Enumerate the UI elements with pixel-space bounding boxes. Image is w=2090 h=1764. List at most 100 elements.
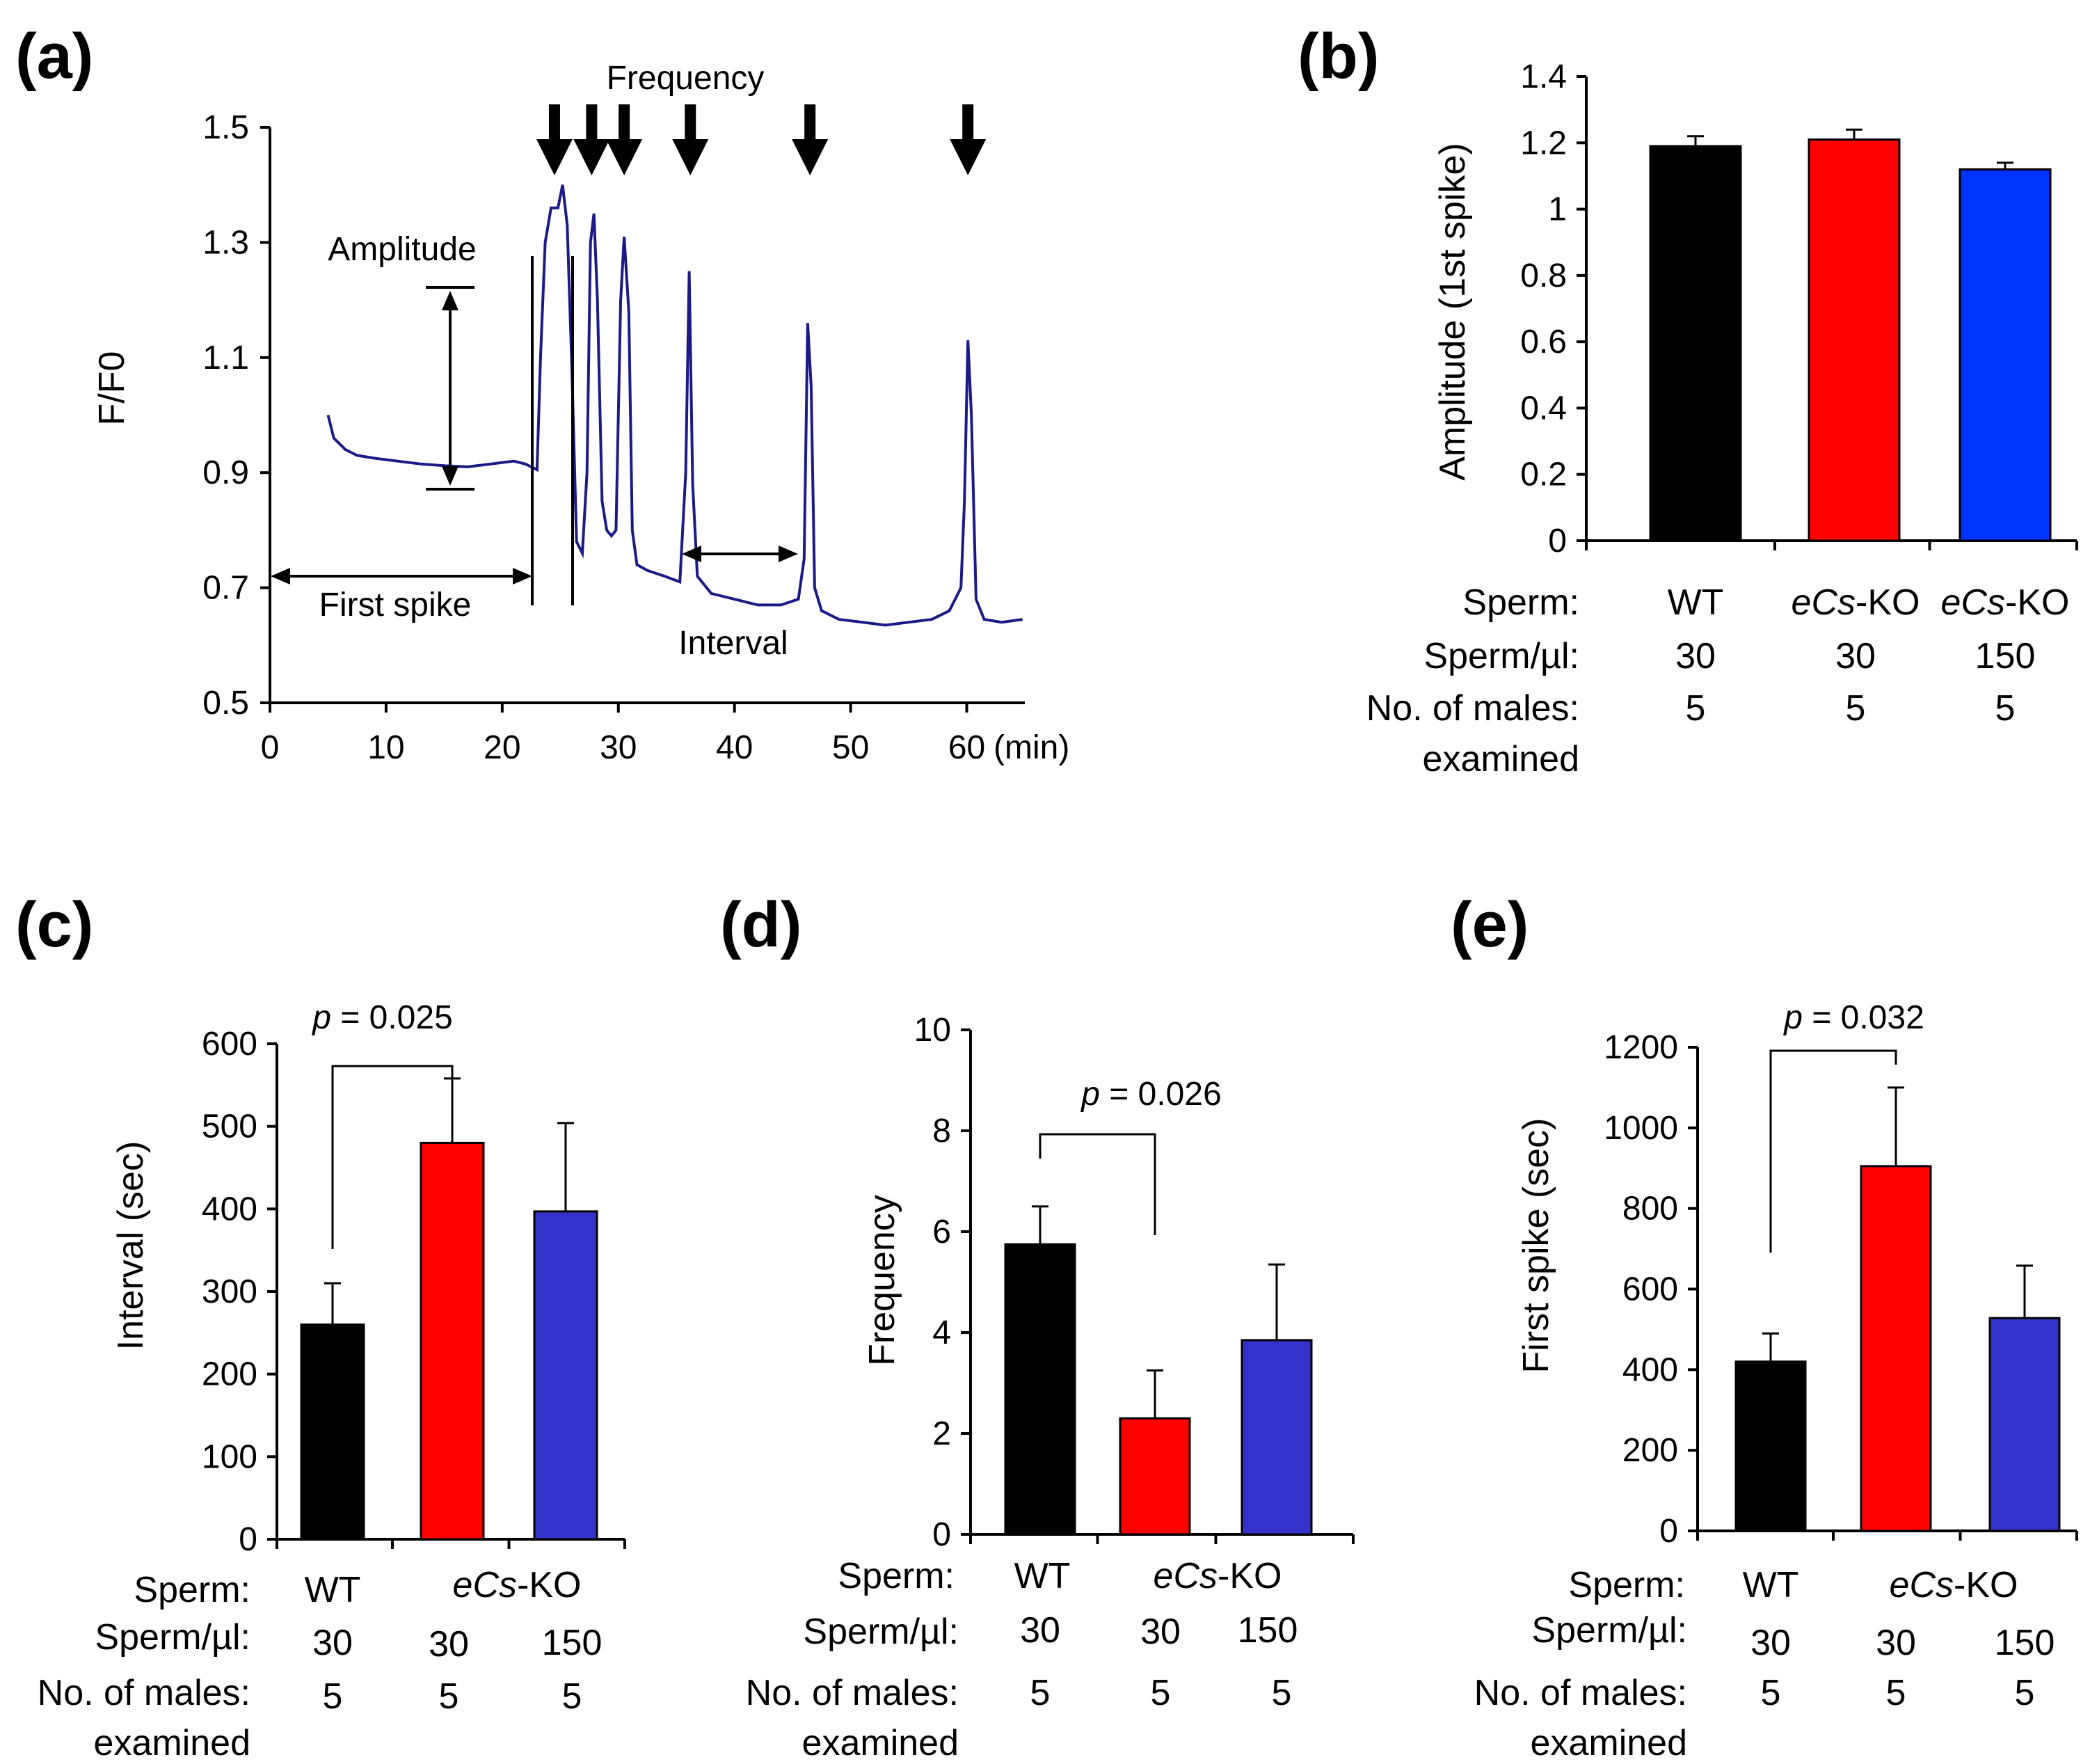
panel-c-density-1: 30: [312, 1623, 353, 1663]
d-y-tick-label: 10: [914, 1012, 951, 1049]
panel-b-males-3: 5: [1995, 688, 2016, 729]
panel-d-genotype-wt: WT: [1014, 1556, 1071, 1596]
panel-c-males-2: 5: [439, 1676, 459, 1717]
panel-e-bar-chart: (e) First spike (sec) 0 200 400 600 800 1000 1…: [1451, 889, 2078, 1763]
panel-a-x-tick-label: 30: [600, 729, 637, 766]
e-y-tick-label: 1000: [1604, 1110, 1678, 1147]
panel-e-row-males-label: No. of males:: [1474, 1673, 1687, 1713]
b-y-tick-label: 0: [1548, 523, 1567, 559]
panel-d-density-3: 150: [1238, 1610, 1298, 1651]
frequency-arrow-shaft: [804, 104, 816, 143]
b-bar-2: [1808, 138, 1901, 542]
panel-a-y-tick-label: 0.7: [202, 570, 249, 607]
panel-c-genotype-wt: WT: [305, 1570, 361, 1610]
c-y-tick-label: 200: [202, 1356, 257, 1393]
panel-e-y-axis-title: First spike (sec): [1516, 1118, 1556, 1374]
panel-d-density-1: 30: [1020, 1610, 1060, 1651]
panel-a-y-tick-label: 1.3: [202, 224, 249, 261]
panel-a-x-tick-label: 40: [716, 729, 753, 766]
panel-c-row-density-label: Sperm/µl:: [95, 1617, 250, 1658]
frequency-arrow-head: [672, 139, 709, 175]
panel-b-sample-table: Sperm: Sperm/µl: No. of males: examined …: [1366, 582, 2070, 779]
e-bar-3: [1988, 1317, 2061, 1532]
d-bar-3: [1241, 1339, 1313, 1536]
panel-e-label: (e): [1451, 889, 1529, 960]
panel-d-genotype-ko: eCs-KO: [1154, 1556, 1282, 1596]
c-bar-3: [533, 1210, 598, 1541]
frequency-arrow-shaft: [586, 104, 598, 143]
b-y-tick-label: 0.8: [1520, 257, 1567, 294]
c-bar-2: [420, 1141, 485, 1541]
b-y-tick-label: 1: [1548, 191, 1567, 228]
first-spike-annotation: First spike: [319, 587, 472, 623]
d-significance-bracket: [1039, 1133, 1156, 1235]
d-y-tick-label: 8: [932, 1113, 951, 1150]
c-y-tick-label: 500: [202, 1109, 257, 1145]
panel-c-row-males-label: No. of males:: [38, 1673, 250, 1713]
d-y-tick-label: 0: [932, 1516, 951, 1553]
panel-e-plot-area: 0 200 400 600 800 1000 1200 p = 0.032: [1604, 999, 2078, 1550]
amplitude-bracket: [426, 286, 474, 491]
frequency-arrow-shaft: [685, 104, 696, 143]
panel-a-y-tick-label: 1.5: [202, 109, 249, 146]
panel-c-males-1: 5: [323, 1676, 343, 1717]
panel-d-label: (d): [720, 889, 801, 960]
c-bar-1: [300, 1323, 365, 1541]
panel-e-row-sperm-label: Sperm:: [1568, 1565, 1685, 1605]
frequency-annotation: Frequency: [607, 60, 765, 97]
panel-b-genotype-ko-1: eCs-KO: [1792, 582, 1920, 623]
panel-b-label: (b): [1298, 21, 1379, 92]
e-y-tick-label: 0: [1659, 1513, 1678, 1550]
b-y-tick-label: 0.4: [1520, 390, 1567, 427]
panel-a-x-tick-label: 0: [261, 729, 280, 766]
d-y-tick-label: 6: [932, 1214, 951, 1250]
frequency-arrow-head: [606, 139, 643, 175]
panel-e-row-density-label: Sperm/µl:: [1531, 1610, 1687, 1651]
c-y-tick-label: 300: [202, 1273, 257, 1310]
e-y-tick-label: 200: [1622, 1432, 1678, 1469]
frequency-arrow-shaft: [548, 104, 560, 143]
panel-a-x-tick-label: 60: [948, 729, 985, 766]
panel-e-density-3: 150: [1995, 1623, 2055, 1663]
panel-b-plot-area: 0 0.2 0.4 0.6 0.8 1 1.2 1.4: [1520, 58, 2078, 559]
panel-b-genotype-wt: WT: [1668, 582, 1724, 623]
b-y-tick-label: 1.4: [1520, 58, 1567, 95]
d-bar-1: [1004, 1243, 1076, 1536]
interval-arrow: [682, 546, 798, 562]
b-bar-1: [1649, 145, 1742, 542]
panel-e-sample-table: Sperm: Sperm/µl: No. of males: examined …: [1474, 1565, 2055, 1763]
panel-d-y-axis-title: Frequency: [862, 1195, 902, 1366]
panel-a-signal-trace: [326, 184, 1023, 627]
panel-b-density-1: 30: [1675, 636, 1716, 676]
e-y-tick-label: 400: [1622, 1351, 1678, 1388]
interval-annotation: Interval: [678, 625, 788, 662]
panel-a-ticks: 0.5 0.7 0.9 1.1 1.3 1.5 0 10 20 30 40 50 60: [202, 109, 985, 766]
panel-b-density-3: 150: [1975, 636, 2036, 676]
panel-b-density-2: 30: [1835, 636, 1876, 676]
panel-a-line-chart: (a) 0.5 0.7 0.9 1.1 1.3 1.5 0 10 20 30 40 50 60 F/F0…: [15, 21, 1069, 766]
panel-a-y-tick-label: 0.9: [202, 454, 249, 491]
e-y-tick-label: 800: [1622, 1191, 1678, 1227]
panel-a-axes: [269, 127, 1025, 704]
panel-d-sample-table: Sperm: Sperm/µl: No. of males: examined …: [746, 1556, 1298, 1763]
b-bar-3: [1959, 168, 2052, 542]
panel-c-sample-table: Sperm: Sperm/µl: No. of males: examined …: [38, 1565, 603, 1763]
e-p-value: p = 0.032: [1782, 999, 1924, 1036]
e-significance-bracket: [1769, 1049, 1897, 1253]
panel-d-row-density-label: Sperm/µl:: [803, 1612, 959, 1652]
e-bar-2: [1860, 1165, 1932, 1532]
panel-e-males-1: 5: [1761, 1673, 1781, 1713]
e-y-tick-label: 600: [1622, 1271, 1678, 1308]
panel-e-density-1: 30: [1750, 1623, 1791, 1663]
panel-b-males-2: 5: [1846, 688, 1866, 729]
panel-c-label: (c): [15, 889, 93, 960]
d-y-tick-label: 4: [932, 1314, 951, 1351]
e-y-tick-label: 1200: [1604, 1029, 1678, 1066]
panel-b-males-1: 5: [1686, 688, 1706, 729]
panel-b-genotype-ko-2: eCs-KO: [1941, 582, 2070, 623]
panel-c-row-examined-label: examined: [94, 1723, 250, 1763]
frequency-arrow-head: [792, 139, 829, 175]
panel-c-density-2: 30: [429, 1624, 469, 1664]
panel-e-males-3: 5: [2015, 1673, 2035, 1713]
